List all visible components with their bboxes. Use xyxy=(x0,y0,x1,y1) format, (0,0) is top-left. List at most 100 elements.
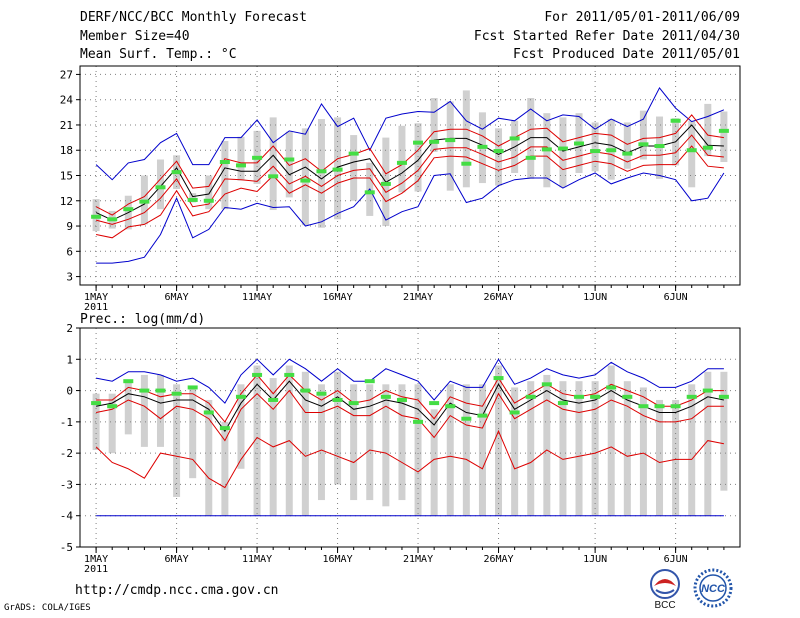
y-tick-label: 18 xyxy=(60,144,73,157)
obs-mark xyxy=(380,394,391,399)
spread-bar xyxy=(301,371,309,516)
obs-mark xyxy=(541,147,552,152)
x-tick-label: 6MAY xyxy=(165,554,189,565)
series-line-upper xyxy=(95,114,724,216)
obs-mark xyxy=(461,161,472,166)
x-tick-label: 21MAY xyxy=(403,292,433,303)
obs-mark xyxy=(606,385,617,390)
obs-mark xyxy=(493,376,504,381)
obs-mark xyxy=(332,167,343,172)
ncc-logo: NCC xyxy=(693,568,733,608)
spread-bar xyxy=(704,103,712,157)
spread-bar xyxy=(656,399,664,516)
obs-mark xyxy=(477,413,488,418)
spread-bar xyxy=(527,98,535,179)
spread-bar xyxy=(92,393,100,451)
obs-mark xyxy=(300,178,311,183)
x-tick-label: 6JUN xyxy=(664,554,688,565)
spread-bar xyxy=(156,159,164,210)
spread-bar xyxy=(559,117,567,188)
obs-mark xyxy=(107,217,118,222)
y-tick-label: -5 xyxy=(60,541,73,554)
obs-mark xyxy=(284,372,295,377)
spread-bar xyxy=(317,384,325,501)
obs-mark xyxy=(718,128,729,133)
forecast-produced-date: Fcst Produced Date 2011/05/01 xyxy=(513,47,740,62)
spread-bar xyxy=(623,381,631,516)
x-tick-label: 1JUN xyxy=(583,554,607,565)
spread-bar xyxy=(511,387,519,516)
obs-mark xyxy=(91,214,102,219)
spread-bar xyxy=(269,117,277,211)
obs-mark xyxy=(509,136,520,141)
obs-mark xyxy=(107,404,118,409)
obs-mark xyxy=(638,142,649,147)
spread-bar xyxy=(543,374,551,516)
obs-mark xyxy=(670,404,681,409)
y-tick-label: -3 xyxy=(60,478,73,491)
y-tick-label: -4 xyxy=(60,510,74,523)
series-line-lower xyxy=(95,134,724,225)
spread-bar xyxy=(317,119,325,228)
spread-bar xyxy=(189,193,197,203)
spread-bar xyxy=(559,381,567,516)
forecast-period: For 2011/05/01-2011/06/09 xyxy=(544,10,740,25)
obs-mark xyxy=(574,394,585,399)
obs-mark xyxy=(316,169,327,174)
obs-mark xyxy=(541,382,552,387)
spread-bar xyxy=(527,381,535,516)
obs-mark xyxy=(590,394,601,399)
precip-panel-title: Prec.: log(mm/d) xyxy=(80,312,205,327)
spread-bar xyxy=(688,120,696,188)
y-tick-label: 12 xyxy=(60,195,73,208)
x-tick-label: 26MAY xyxy=(483,292,513,303)
series-line-lowest xyxy=(95,429,724,489)
obs-mark xyxy=(235,163,246,168)
obs-mark xyxy=(445,138,456,143)
grads-credit: GrADS: COLA/IGES xyxy=(4,603,91,613)
spread-bar xyxy=(285,131,293,198)
x-tick-label: 6JUN xyxy=(664,292,688,303)
spread-bar xyxy=(382,384,390,507)
obs-mark xyxy=(590,149,601,154)
obs-mark xyxy=(702,145,713,150)
member-size-label: Member Size=40 xyxy=(80,29,190,44)
obs-mark xyxy=(171,170,182,175)
spread-bar xyxy=(140,374,148,447)
obs-mark xyxy=(268,174,279,179)
spread-bar xyxy=(189,387,197,479)
y-tick-label: -2 xyxy=(60,447,73,460)
obs-mark xyxy=(557,401,568,406)
spread-bar xyxy=(205,399,213,516)
x-tick-label: 1MAY xyxy=(84,292,108,303)
x-tick-label: 1JUN xyxy=(583,292,607,303)
obs-mark xyxy=(429,139,440,144)
y-tick-label: 15 xyxy=(60,170,73,183)
x-tick-label: 21MAY xyxy=(403,554,433,565)
x-tick-sublabel: 2011 xyxy=(84,564,108,575)
obs-mark xyxy=(300,388,311,393)
spread-bar xyxy=(366,384,374,501)
spread-bar xyxy=(173,384,181,497)
spread-bar xyxy=(205,175,213,210)
y-tick-label: 2 xyxy=(66,322,73,335)
obs-mark xyxy=(268,397,279,402)
x-tick-label: 16MAY xyxy=(323,292,353,303)
obs-mark xyxy=(219,426,230,431)
obs-mark xyxy=(622,394,633,399)
x-tick-label: 11MAY xyxy=(242,292,272,303)
spread-bar xyxy=(398,384,406,501)
svg-text:BCC: BCC xyxy=(654,600,675,610)
chart-title: DERF/NCC/BCC Monthly Forecast xyxy=(80,10,307,25)
obs-mark xyxy=(364,190,375,195)
y-tick-label: 3 xyxy=(66,271,73,284)
obs-mark xyxy=(525,155,536,160)
obs-mark xyxy=(91,401,102,406)
svg-text:NCC: NCC xyxy=(701,583,726,595)
obs-mark xyxy=(380,181,391,186)
source-url[interactable]: http://cmdp.ncc.cma.gov.cn xyxy=(75,583,279,598)
series-line-mean xyxy=(96,380,724,433)
obs-mark xyxy=(686,394,697,399)
